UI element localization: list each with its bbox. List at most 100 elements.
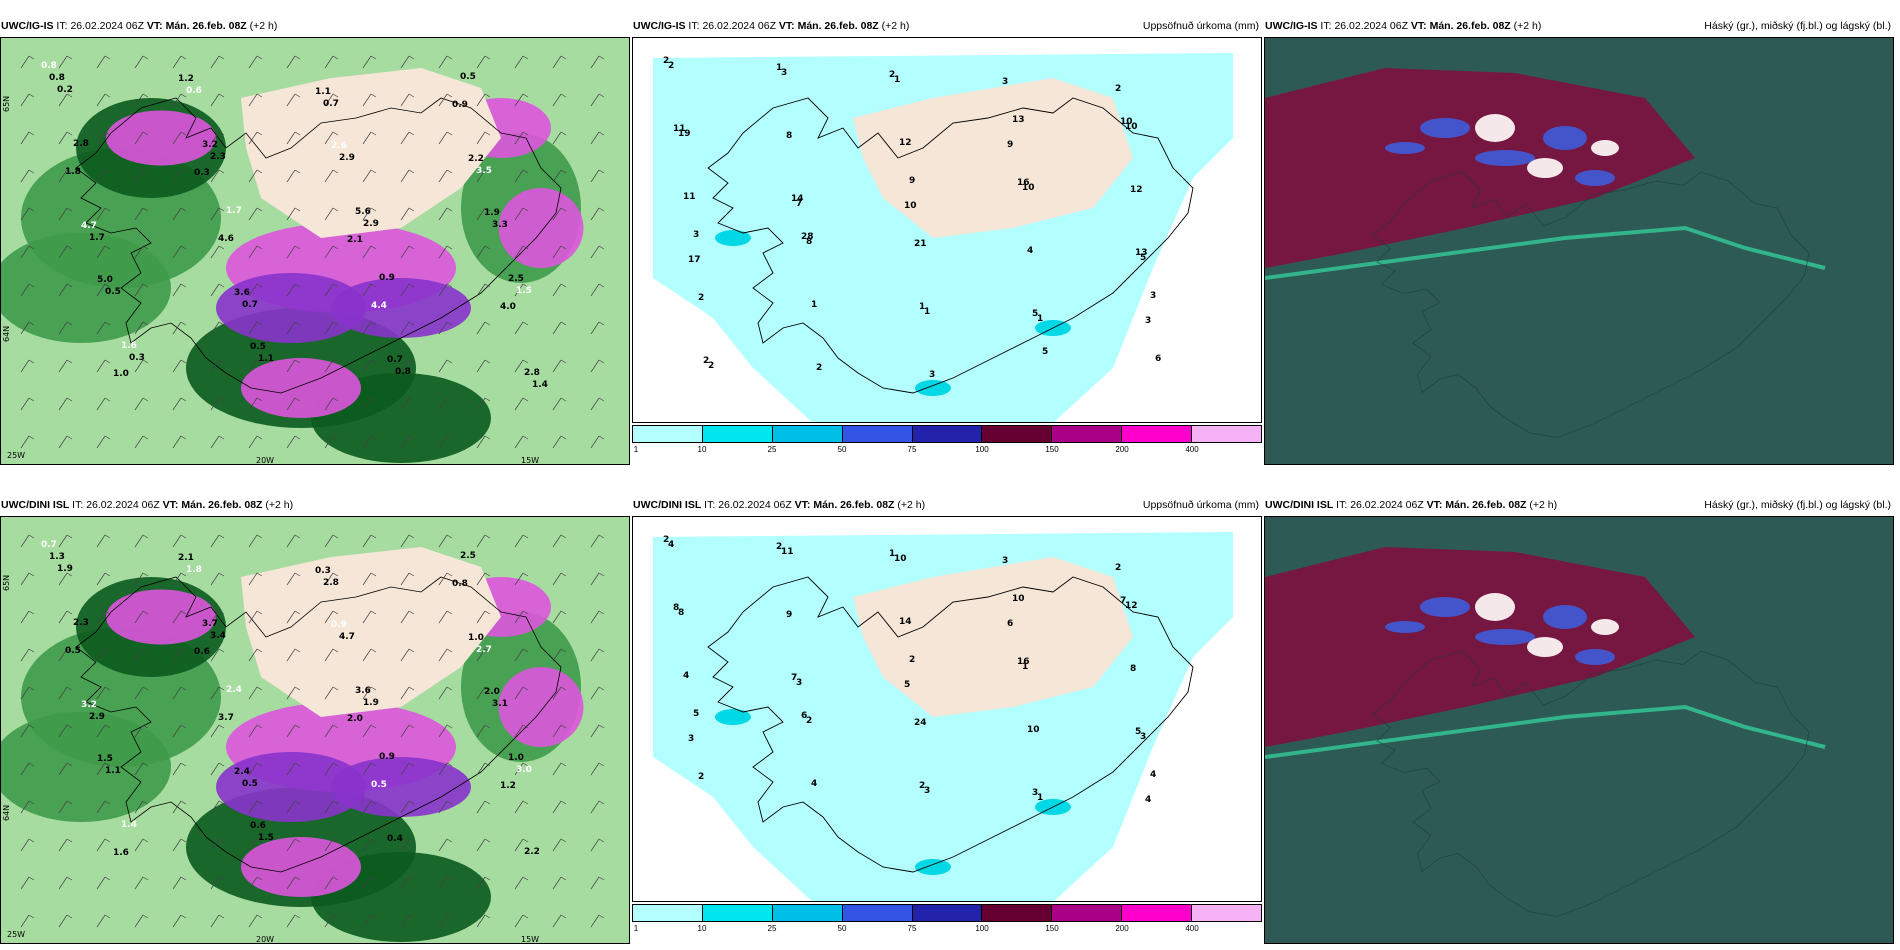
panel-header: UWC/DINI ISL IT: 26.02.2024 06Z VT: Mán.… [1264,494,1894,516]
it-label: IT: [1336,499,1351,511]
precip-region [1,233,171,343]
wind-barb-icon [324,435,339,449]
wind-barb-icon [476,534,491,548]
wind-barb-icon [286,169,301,183]
wind-barb-icon [286,838,301,852]
wind-barb-icon [362,876,377,890]
precip-value-label: 2.8 [73,139,89,149]
panel-header: UWC/DINI ISL IT: 26.02.2024 06Z VT: Mán.… [632,494,1262,516]
wind-barb-icon [552,534,567,548]
wind-barb-icon [514,572,529,586]
precip-value-label: 4.0 [500,302,516,312]
colorbar-tick-label: 75 [907,445,917,454]
mid-cloud-area [1385,621,1425,633]
wind-barb-icon [362,397,377,411]
wind-barb-icon [96,283,111,297]
precip-value-label: 1.9 [484,208,500,218]
iceland-coastline [1371,650,1810,917]
wind-barb-icon [134,876,149,890]
wind-barb-icon [134,610,149,624]
wind-barb-icon [210,800,225,814]
wind-barb-icon [286,321,301,335]
wind-barb-icon [476,610,491,624]
it-label: IT: [688,20,703,32]
wind-barb-icon [324,724,339,738]
precip-value-label: 0.8 [452,579,468,589]
wind-barb-icon [400,572,415,586]
colorbar-segment [772,905,843,921]
forecast-panel-ig-accum: UWC/IG-IS IT: 26.02.2024 06Z VT: Mán. 26… [632,15,1262,465]
accum-value-label: 5 [693,709,699,719]
wind-barb-icon [438,435,453,449]
wind-barb-icon [20,169,35,183]
wind-barb-icon [20,648,35,662]
wind-barb-icon [400,762,415,776]
wind-barb-icon [590,876,605,890]
precip-value-label: 4.4 [371,301,387,311]
wind-barb-icon [476,435,491,449]
wind-barb-icon [286,724,301,738]
longitude-label: 15W [521,456,539,465]
wind-barb-icon [400,131,415,145]
wind-barb-icon [20,800,35,814]
wind-barb-icon [172,131,187,145]
wind-barb-icon [58,534,73,548]
precip-value-label: 0.3 [129,353,145,363]
wind-barb-icon [362,914,377,928]
wind-barb-icon [400,610,415,624]
map-canvas: 0.7 2.1 0.3 0.8 1.3 1.8 2.8 2.5 1.9 0.6 0.9 1.0 0.5 3… [1,517,629,944]
wind-barb-icon [514,283,529,297]
wind-barb-icon [96,838,111,852]
wind-barb-icon [590,55,605,69]
wind-barb-icon [20,610,35,624]
colorbar-tick-label: 150 [1045,445,1059,454]
precip-value-label: 1.7 [226,206,242,216]
wind-barb-icon [362,435,377,449]
colorbar-segment [1052,905,1123,921]
wind-barb-icon [58,648,73,662]
accum-value-label: 12 [1130,185,1143,195]
precip-value-label: 0.7 [41,540,57,550]
wind-barb-icon [400,321,415,335]
wind-barb-icon [590,207,605,221]
accum-value-label: 3 [1002,556,1008,566]
accum-value-label: 21 [914,239,927,249]
wind-barb-icon [590,610,605,624]
wind-barb-icon [476,914,491,928]
wind-barb-icon [20,572,35,586]
wind-barb-icon [286,397,301,411]
accum-value-label: 2 [909,655,915,665]
accum-value-label: 2 [1115,84,1121,94]
vt-label: VT: [146,20,166,32]
precip-value-label: 1.1 [258,354,274,364]
forecast-panel-dini-accum: UWC/DINI ISL IT: 26.02.2024 06Z VT: Mán.… [632,494,1262,944]
precip-value-label: 0.2 [57,85,73,95]
wind-barb-icon [286,131,301,145]
precip-value-label: 0.8 [49,73,65,83]
wind-barb-icon [134,93,149,107]
wind-barb-icon [400,397,415,411]
colorbar-tick-label: 100 [975,924,989,933]
low-cloud-edge [1265,225,1826,280]
wind-barb-icon [210,534,225,548]
wind-barb-icon [552,686,567,700]
wind-barb-icon [362,245,377,259]
panel-run-info: UWC/DINI ISL IT: 26.02.2024 06Z VT: Mán.… [1265,494,1557,516]
wind-barb-icon [400,800,415,814]
longitude-label: 15W [521,935,539,944]
wind-barb-icon [172,648,187,662]
precip-region [331,757,471,817]
iceland-coastline [75,576,562,873]
wind-barb-icon [552,800,567,814]
wind-barb-icon [514,914,529,928]
precip-value-label: 1.6 [113,848,129,858]
mid-cloud-area [1475,629,1535,645]
wind-barb-icon [476,572,491,586]
accum-value-label: 7 [1120,596,1126,606]
wind-barb-icon [248,207,263,221]
wind-barb-icon [514,610,529,624]
vt-label: VT: [1410,20,1430,32]
wind-barb-icon [210,207,225,221]
accum-value-label: 6 [1007,619,1013,629]
wind-barb-icon [134,648,149,662]
